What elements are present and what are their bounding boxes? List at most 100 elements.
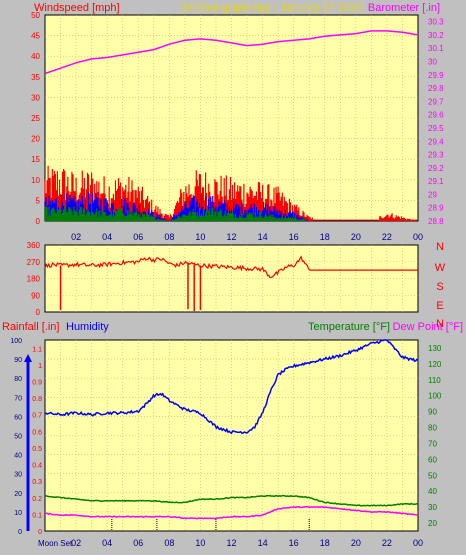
windspeed-tick: 5 bbox=[36, 196, 41, 205]
windspeed-tick: 30 bbox=[31, 93, 40, 102]
chart-title: 24 hour graph day - January 27 2023 bbox=[181, 2, 362, 14]
chart-panels: 0510152025303540455028.828.92929.129.229… bbox=[10, 11, 445, 548]
temperature-tick: 120 bbox=[428, 360, 442, 369]
climate-x-tick-14: 14 bbox=[258, 538, 268, 548]
barometer-axis-label: Barometer [.in] bbox=[368, 2, 440, 14]
humidity-axis-label: Humidity bbox=[66, 321, 109, 333]
humidity-tick: 100 bbox=[10, 338, 22, 345]
temperature-axis-label: Temperature [°F] bbox=[308, 321, 390, 333]
rainfall-tick: 0.2 bbox=[32, 496, 42, 503]
temperature-tick: 60 bbox=[428, 455, 437, 464]
barometer-tick: 30.3 bbox=[428, 18, 444, 27]
barometer-tick: 30.1 bbox=[428, 44, 444, 53]
rainfall-tick: 0.8 bbox=[32, 396, 42, 403]
climate-x-tick-10: 10 bbox=[195, 538, 205, 548]
climate-x-tick-00: 00 bbox=[413, 538, 423, 548]
temperature-tick: 50 bbox=[428, 471, 437, 480]
rainfall-tick: 0.1 bbox=[32, 512, 42, 519]
humidity-tick: 80 bbox=[14, 376, 22, 383]
barometer-tick: 29.5 bbox=[428, 124, 444, 133]
climate-x-tick-12: 12 bbox=[226, 538, 236, 548]
humidity-tick: 90 bbox=[14, 357, 22, 364]
rainfall-tick: 0.5 bbox=[32, 446, 42, 453]
climate-x-tick-04: 04 bbox=[102, 538, 112, 548]
barometer-tick: 29.4 bbox=[428, 137, 444, 146]
temperature-tick: 30 bbox=[428, 503, 437, 512]
temperature-tick: 20 bbox=[428, 519, 437, 528]
climate-x-tick-06: 06 bbox=[133, 538, 143, 548]
wind-avg-bars bbox=[44, 206, 309, 221]
barometer-tick: 29.7 bbox=[428, 97, 444, 106]
windspeed-tick: 25 bbox=[31, 114, 40, 123]
wind-x-tick-18: 18 bbox=[320, 232, 330, 242]
climate-x-tick-02: 02 bbox=[71, 538, 81, 548]
temperature-tick: 90 bbox=[428, 408, 437, 417]
temperature-line bbox=[44, 494, 419, 507]
humidity-axis-arrow bbox=[24, 354, 32, 362]
compass-label-N: N bbox=[436, 318, 444, 330]
windspeed-tick: 20 bbox=[31, 135, 40, 144]
climate-x-tick-08: 08 bbox=[164, 538, 174, 548]
rainfall-tick: 0.6 bbox=[32, 429, 42, 436]
wind-x-tick-22: 22 bbox=[382, 232, 392, 242]
humidity-tick: 10 bbox=[14, 510, 22, 517]
windspeed-tick: 10 bbox=[31, 176, 40, 185]
temperature-tick: 70 bbox=[428, 439, 437, 448]
humidity-tick: 20 bbox=[14, 491, 22, 498]
windspeed-tick: 35 bbox=[31, 73, 40, 82]
windspeed-axis-label: Windspeed [mph] bbox=[34, 2, 120, 14]
direction-tick: 360 bbox=[27, 241, 41, 250]
barometer-tick: 28.8 bbox=[428, 217, 444, 226]
direction-tick: 90 bbox=[31, 291, 40, 300]
barometer-tick: 29.2 bbox=[428, 164, 444, 173]
rainfall-tick: 0.7 bbox=[32, 413, 42, 420]
wind-x-tick-12: 12 bbox=[226, 232, 236, 242]
barometer-tick: 30.2 bbox=[428, 31, 444, 40]
temperature-tick: 80 bbox=[428, 424, 437, 433]
moon-set-label: Moon Set bbox=[38, 539, 73, 548]
humidity-tick: 60 bbox=[14, 414, 22, 421]
rainfall-tick: 1 bbox=[38, 363, 42, 370]
windspeed-tick: 50 bbox=[31, 11, 40, 20]
wind-x-tick-00: 00 bbox=[413, 232, 423, 242]
rainfall-tick: 0.4 bbox=[32, 463, 42, 470]
temperature-tick: 130 bbox=[428, 344, 442, 353]
barometer-tick: 29.8 bbox=[428, 84, 444, 93]
humidity-tick: 0 bbox=[18, 529, 22, 536]
direction-line bbox=[44, 255, 418, 279]
barometer-tick: 29 bbox=[428, 190, 437, 199]
climate-x-tick-22: 22 bbox=[382, 538, 392, 548]
humidity-line bbox=[44, 339, 419, 435]
temperature-tick: 110 bbox=[428, 376, 441, 385]
wind-x-tick-14: 14 bbox=[258, 232, 268, 242]
barometer-tick: 30 bbox=[428, 58, 437, 67]
climate-x-tick-20: 20 bbox=[351, 538, 361, 548]
direction-tick: 180 bbox=[27, 275, 41, 284]
dewpoint-axis-label: Dew Point [°F] bbox=[393, 321, 463, 333]
humidity-tick: 30 bbox=[14, 472, 22, 479]
wind-x-tick-20: 20 bbox=[351, 232, 361, 242]
barometer-tick: 28.9 bbox=[428, 204, 444, 213]
climate-x-tick-16: 16 bbox=[289, 538, 299, 548]
temperature-tick: 40 bbox=[428, 487, 437, 496]
wind-x-tick-04: 04 bbox=[102, 232, 112, 242]
barometer-tick: 29.3 bbox=[428, 151, 444, 160]
wind-x-tick-02: 02 bbox=[71, 232, 81, 242]
rainfall-tick: 1.1 bbox=[32, 346, 42, 353]
rainfall-axis-label: Rainfall [.in] bbox=[2, 321, 59, 333]
compass-label-N: N bbox=[436, 241, 444, 253]
barometer-line bbox=[44, 30, 419, 75]
windspeed-tick: 15 bbox=[31, 155, 40, 164]
dewpoint-line bbox=[44, 506, 418, 520]
windspeed-tick: 45 bbox=[31, 32, 40, 41]
temperature-tick: 100 bbox=[428, 392, 442, 401]
barometer-tick: 29.6 bbox=[428, 111, 444, 120]
rainfall-tick: 0 bbox=[38, 529, 42, 536]
wind-x-tick-08: 08 bbox=[164, 232, 174, 242]
direction-tick: 270 bbox=[27, 258, 41, 267]
humidity-tick: 70 bbox=[14, 395, 22, 402]
climate-x-tick-18: 18 bbox=[320, 538, 330, 548]
compass-label-W: W bbox=[435, 262, 446, 274]
